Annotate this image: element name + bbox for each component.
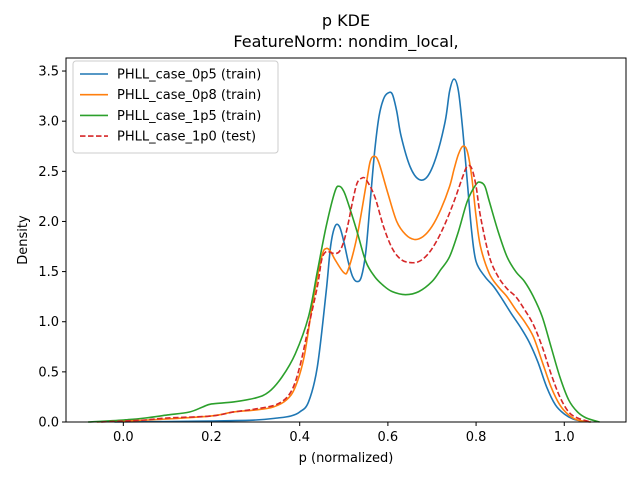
plot-area (88, 78, 600, 423)
y-tick-label: 1.5 (38, 265, 59, 280)
legend-label-2: PHLL_case_0p8 (train) (117, 88, 261, 103)
x-tick-label: 1.0 (554, 430, 575, 445)
legend-label-4: PHLL_case_1p0 (test) (117, 130, 256, 145)
x-axis-label: p (normalized) (299, 451, 394, 466)
series-line-4 (101, 164, 591, 423)
y-tick-label: 0.0 (38, 416, 59, 431)
series-line-1 (114, 78, 591, 423)
y-axis-label: Density (16, 215, 31, 265)
x-tick-label: 0.6 (378, 430, 399, 445)
chart-subtitle: FeatureNorm: nondim_local, (233, 32, 458, 52)
y-tick-label: 3.0 (38, 115, 59, 130)
x-tick-label: 0.0 (113, 430, 134, 445)
y-tick-label: 3.5 (38, 65, 59, 80)
plot-frame (65, 57, 627, 423)
legend-label-1: PHLL_case_0p5 (train) (117, 68, 261, 83)
y-tick-label: 1.0 (38, 315, 59, 330)
series-line-3 (88, 181, 600, 423)
legend-box (72, 60, 279, 154)
x-tick-label: 0.4 (289, 430, 310, 445)
chart-title: p KDE (322, 11, 370, 30)
legend: PHLL_case_0p5 (train) PHLL_case_0p8 (trai… (72, 60, 279, 154)
y-tick-label: 0.5 (38, 365, 59, 380)
x-tick-label: 0.8 (466, 430, 487, 445)
x-tick-label: 0.2 (201, 430, 222, 445)
series-line-2 (96, 145, 591, 423)
x-axis: 0.0 0.2 0.4 0.6 0.8 1.0 (113, 422, 575, 445)
y-tick-label: 2.0 (38, 215, 59, 230)
legend-label-3: PHLL_case_1p5 (train) (117, 109, 261, 124)
y-tick-label: 2.5 (38, 165, 59, 180)
y-axis: 0.0 0.5 1.0 1.5 2.0 2.5 3.0 3.5 (38, 65, 66, 431)
